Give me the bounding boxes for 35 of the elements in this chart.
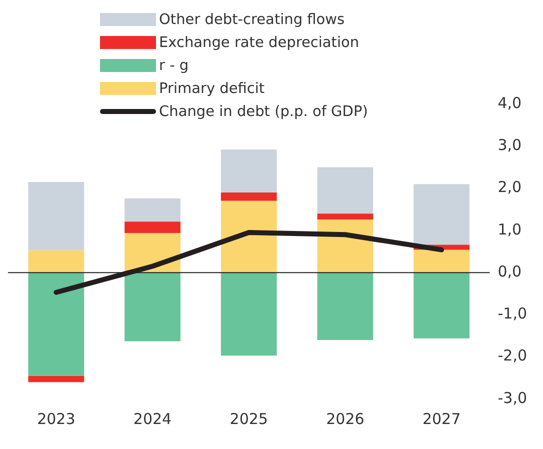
y-tick-label: 4,0 <box>498 94 522 112</box>
y-tick-label: -1,0 <box>498 304 528 323</box>
legend-label: r - g <box>159 58 189 74</box>
bar <box>317 214 374 220</box>
bar <box>220 272 277 356</box>
bar <box>28 182 84 250</box>
legend-label: Change in debt (p.p. of GDP) <box>159 104 368 120</box>
bar <box>414 272 470 338</box>
y-tick-label: -2,0 <box>498 346 528 365</box>
x-tick-label: 2024 <box>133 410 172 428</box>
y-tick-label: 3,0 <box>498 136 522 154</box>
bar <box>414 184 470 245</box>
bar <box>317 272 374 340</box>
bar <box>28 272 84 376</box>
x-tick-label: 2026 <box>326 410 364 428</box>
bar <box>124 198 180 222</box>
x-tick-label: 2025 <box>230 410 268 428</box>
bar <box>124 272 180 342</box>
x-tick-label: 2027 <box>422 410 461 428</box>
y-tick-label: -3,0 <box>498 388 528 407</box>
bar <box>220 200 277 273</box>
legend-label: Other debt-creating flows <box>159 12 345 28</box>
y-tick-label: 0,0 <box>498 262 522 280</box>
bar <box>317 167 374 214</box>
legend-label: Exchange rate depreciation <box>159 34 360 50</box>
bar <box>28 376 84 382</box>
y-tick-label: 1,0 <box>498 220 522 238</box>
x-tick-label: 2023 <box>37 410 76 428</box>
bar <box>28 250 84 273</box>
bar <box>220 192 277 201</box>
legend-label: Primary deficit <box>159 80 265 96</box>
bar <box>220 150 277 192</box>
bar <box>124 222 180 233</box>
bar <box>414 250 470 273</box>
y-tick-label: 2,0 <box>498 178 522 196</box>
